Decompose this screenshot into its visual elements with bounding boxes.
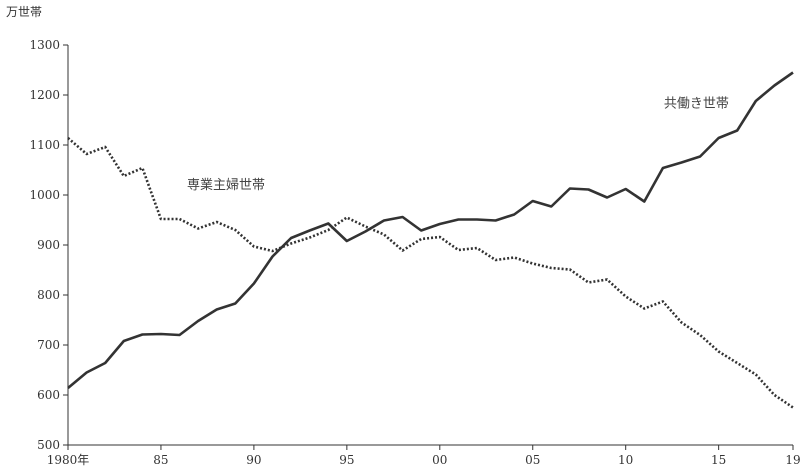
x-tick-label: 85	[153, 453, 168, 467]
x-axis: 1980年 85 90 95 00 05 10 15 19	[47, 444, 801, 467]
y-tick-label: 700	[37, 338, 60, 352]
x-tick-label: 00	[432, 453, 447, 467]
x-tick-label: 19	[785, 453, 800, 467]
series-label-housewife: 専業主婦世帯	[187, 177, 265, 193]
y-tick-label: 500	[37, 438, 60, 452]
series-line-dual-income	[67, 71, 794, 389]
x-tick-label: 95	[339, 453, 354, 467]
x-tick-label: 15	[711, 453, 726, 467]
y-tick-label: 1300	[29, 38, 60, 52]
x-tick-label: 90	[246, 453, 261, 467]
y-tick-label: 600	[37, 388, 60, 402]
series-line-housewife	[67, 137, 794, 409]
x-tick-label: 1980年	[47, 453, 90, 467]
x-tick-label: 10	[618, 453, 633, 467]
y-tick-label: 1100	[29, 138, 60, 152]
y-axis: 500 600 700 800 900 1000 1100 1200 1300	[29, 38, 69, 452]
series-label-dual-income: 共働き世帯	[664, 97, 729, 112]
y-unit-label: 万世帯	[6, 5, 42, 19]
x-tick-label: 05	[525, 453, 540, 467]
y-tick-label: 900	[37, 238, 60, 252]
y-tick-label: 1000	[29, 188, 60, 202]
y-tick-label: 1200	[29, 88, 60, 102]
y-tick-label: 800	[37, 288, 60, 302]
series-group	[67, 71, 794, 409]
